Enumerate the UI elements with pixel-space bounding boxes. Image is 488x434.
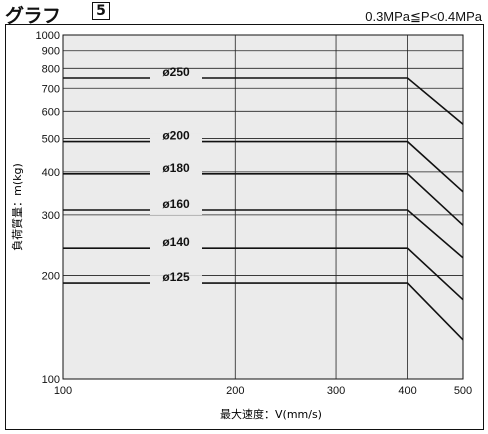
series-label: ø250	[162, 65, 190, 79]
x-tick-label: 200	[226, 385, 244, 397]
chart-title: グラフ	[5, 5, 61, 27]
series-label: ø180	[162, 161, 190, 175]
y-tick-label: 800	[42, 63, 60, 75]
x-tick-label: 400	[398, 385, 416, 397]
y-tick-label: 300	[42, 210, 60, 222]
series-lines: ø250 ø200 ø180 ø160 ø140 ø125	[63, 65, 464, 341]
chart-header: グラフ 5 0.3MPa≦P<0.4MPa	[0, 0, 488, 30]
y-tick-label: 600	[42, 106, 60, 118]
x-axis-label: 最大速度：V(mm/s)	[220, 407, 322, 421]
y-axis-label: 負荷質量：m(kg)	[10, 163, 24, 251]
series-label-bg	[150, 133, 202, 147]
y-tick-label: 900	[42, 46, 60, 58]
y-tick-label: 200	[42, 270, 60, 282]
pressure-condition: 0.3MPa≦P<0.4MPa	[365, 9, 482, 24]
x-tick-label: 300	[327, 385, 345, 397]
y-tick-label: 100	[42, 374, 60, 386]
series-label: ø160	[162, 197, 190, 211]
y-tick-label: 1000	[36, 30, 60, 42]
chart-frame	[5, 24, 484, 430]
series-label-bg	[150, 165, 202, 179]
series-label: ø140	[162, 235, 190, 249]
series-label-bg	[150, 69, 202, 83]
series-label-bg	[150, 201, 202, 215]
series-label: ø125	[162, 270, 190, 284]
grid-lines	[63, 35, 463, 379]
series-label: ø200	[162, 129, 190, 143]
x-tick-label: 100	[54, 385, 72, 397]
y-tick-label: 400	[42, 167, 60, 179]
series-label-bg	[150, 275, 202, 289]
tick-labels: 100 200 300 400 500 600 700 800 900 1000 100 200 300…	[36, 30, 473, 397]
y-tick-label: 700	[42, 83, 60, 95]
y-tick-label: 500	[42, 134, 60, 146]
plot-area	[62, 34, 464, 380]
x-tick-label: 500	[454, 385, 472, 397]
series-label-bg	[150, 240, 202, 254]
chart-number-badge: 5	[92, 2, 110, 20]
